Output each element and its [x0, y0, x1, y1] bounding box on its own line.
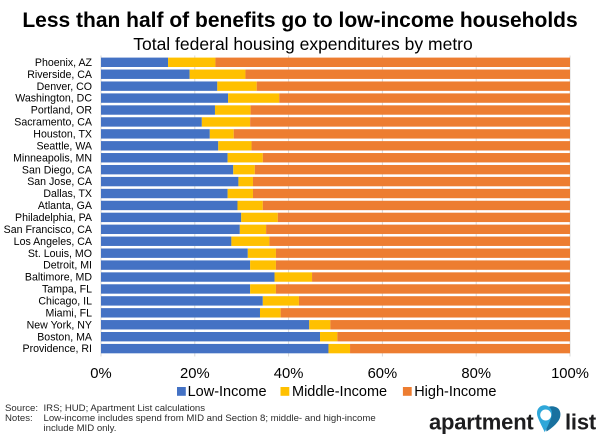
- svg-text:Houston, TX: Houston, TX: [33, 128, 92, 140]
- svg-text:Tampa, FL: Tampa, FL: [42, 284, 92, 296]
- svg-text:Phoenix, AZ: Phoenix, AZ: [35, 57, 93, 69]
- svg-text:Baltimore, MD: Baltimore, MD: [25, 272, 92, 284]
- svg-text:San Francisco, CA: San Francisco, CA: [4, 224, 93, 236]
- svg-text:100%: 100%: [551, 366, 589, 382]
- svg-text:Philadelphia, PA: Philadelphia, PA: [15, 212, 93, 224]
- svg-text:Los Angeles, CA: Los Angeles, CA: [14, 236, 93, 248]
- svg-text:Low-Income: Low-Income: [188, 384, 267, 400]
- svg-text:0%: 0%: [90, 366, 111, 382]
- svg-text:High-Income: High-Income: [414, 384, 496, 400]
- svg-text:40%: 40%: [274, 366, 304, 382]
- svg-text:list: list: [565, 410, 597, 435]
- svg-text:Portland, OR: Portland, OR: [31, 105, 93, 117]
- svg-text:Middle-Income: Middle-Income: [292, 384, 387, 400]
- svg-text:80%: 80%: [461, 366, 491, 382]
- svg-text:San Jose, CA: San Jose, CA: [27, 176, 93, 188]
- svg-text:San Diego, CA: San Diego, CA: [22, 164, 93, 176]
- svg-text:apartment: apartment: [429, 410, 534, 435]
- svg-text:Riverside, CA: Riverside, CA: [27, 69, 93, 81]
- svg-text:Minneapolis, MN: Minneapolis, MN: [13, 152, 92, 164]
- svg-text:St. Louis, MO: St. Louis, MO: [28, 248, 92, 260]
- svg-text:Washington, DC: Washington, DC: [15, 93, 92, 105]
- svg-text:20%: 20%: [180, 366, 210, 382]
- svg-text:New York, NY: New York, NY: [27, 319, 92, 331]
- svg-text:Providence, RI: Providence, RI: [23, 343, 92, 355]
- svg-text:Sacramento, CA: Sacramento, CA: [14, 117, 93, 129]
- svg-text:Seattle, WA: Seattle, WA: [36, 140, 92, 152]
- svg-text:Detroit, MI: Detroit, MI: [43, 260, 92, 272]
- svg-text:Miami, FL: Miami, FL: [46, 307, 93, 319]
- svg-text:60%: 60%: [368, 366, 398, 382]
- svg-text:Denver, CO: Denver, CO: [37, 81, 92, 93]
- svg-text:Dallas, TX: Dallas, TX: [43, 188, 92, 200]
- svg-text:Atlanta, GA: Atlanta, GA: [38, 200, 93, 212]
- svg-text:Boston, MA: Boston, MA: [37, 331, 93, 343]
- svg-text:Chicago, IL: Chicago, IL: [38, 296, 92, 308]
